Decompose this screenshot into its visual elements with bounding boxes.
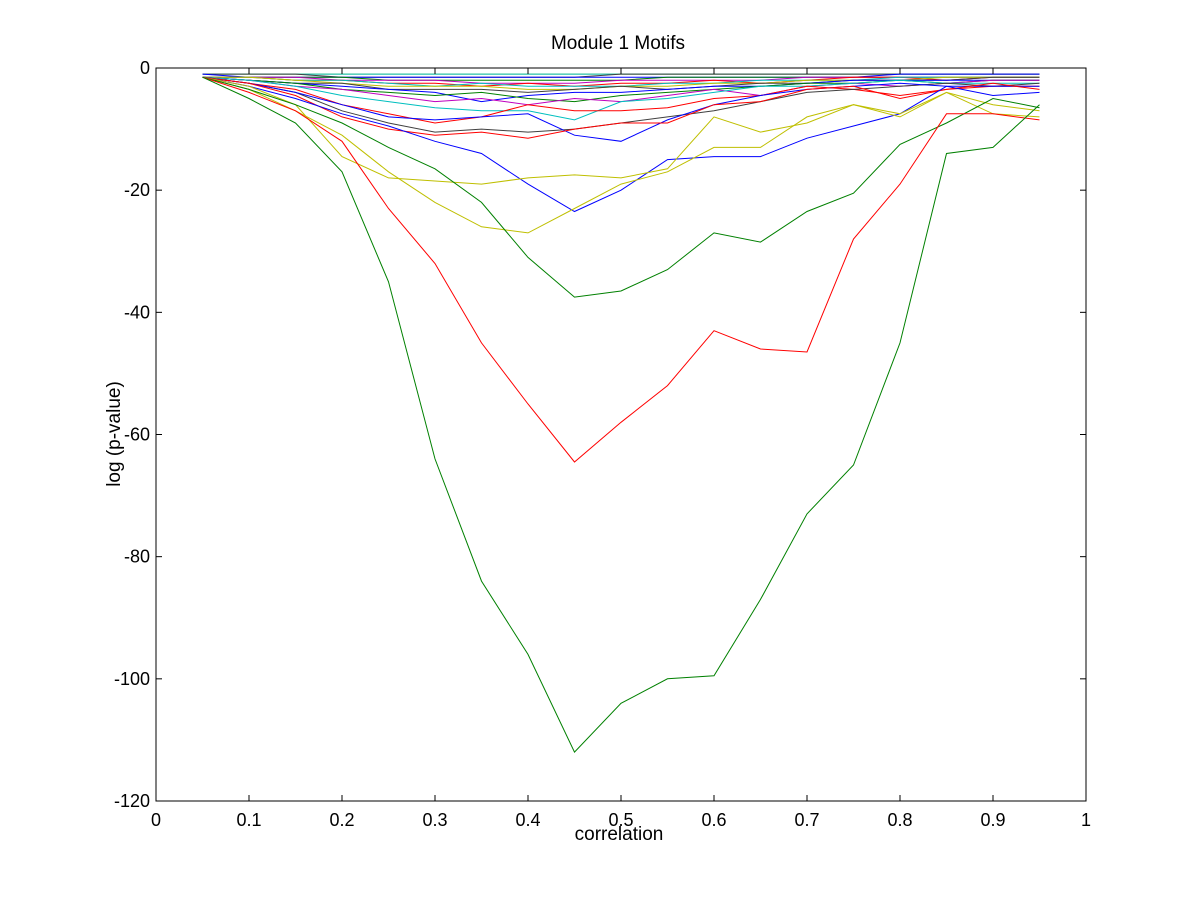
x-tick-label-8: 0.8 [887,810,912,830]
y-axis-label: log (p-value) [104,381,125,487]
x-tick-label-2: 0.2 [329,810,354,830]
series-line-1 [202,76,1040,753]
x-tick-label-9: 0.9 [980,810,1005,830]
series-line-5 [202,76,1040,185]
y-tick-label-6: -120 [114,791,150,811]
x-tick-label-4: 0.4 [515,810,540,830]
x-tick-label-6: 0.6 [701,810,726,830]
x-tick-label-7: 0.7 [794,810,819,830]
y-tick-label-2: -40 [124,302,150,322]
y-tick-label-5: -100 [114,669,150,689]
x-tick-label-0: 0 [151,810,161,830]
x-axis-ticks: 0 0.1 0.2 0.3 0.4 0.5 0.6 0.7 0.8 0.9 1 [151,68,1091,830]
y-tick-label-0: 0 [140,58,150,78]
chart-title: Module 1 Motifs [551,33,685,54]
x-tick-label-3: 0.3 [422,810,447,830]
x-tick-label-1: 0.1 [236,810,261,830]
series-line-4 [202,76,1040,234]
series-line-7 [202,76,1040,139]
y-tick-label-1: -20 [124,180,150,200]
x-tick-label-10: 1 [1081,810,1091,830]
series-layer [202,73,1040,753]
series-line-11 [202,76,1040,121]
x-tick-label-5: 0.5 [608,810,633,830]
series-line-8 [202,76,1040,142]
series-line-2 [202,76,1040,463]
y-axis-ticks: 0 -20 -40 -60 -80 -100 -120 [114,58,1086,811]
series-line-3 [202,76,1040,298]
y-tick-label-4: -80 [124,547,150,567]
x-axis-label: correlation [575,824,664,845]
y-tick-label-3: -60 [124,425,150,445]
